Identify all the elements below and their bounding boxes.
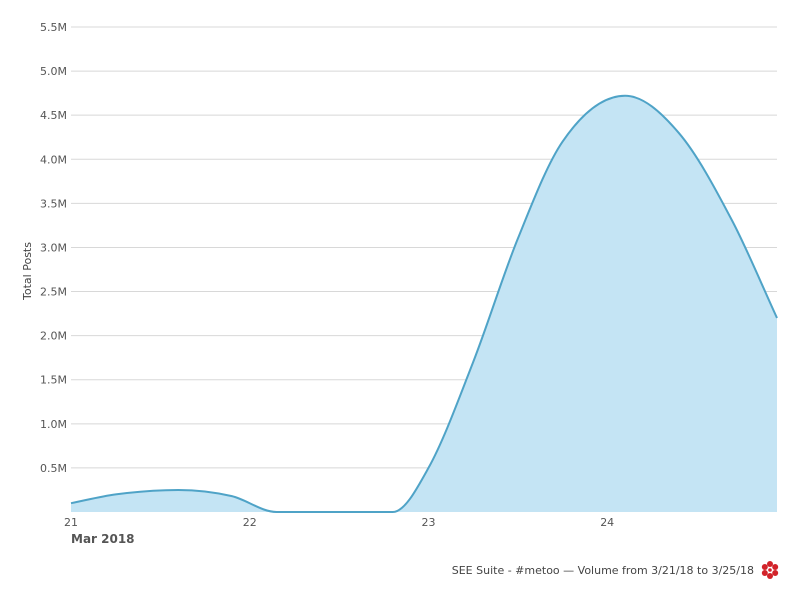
y-axis-title: Total Posts	[21, 242, 34, 301]
y-axis: 0.5M 1.0M 1.5M 2.0M 2.5M 3.0M 3.5M 4.0M 4.5M 5.0M…	[40, 21, 67, 475]
y-tick-label: 5.5M	[40, 21, 67, 34]
chart-footer: SEE Suite - #metoo — Volume from 3/21/18…	[452, 560, 780, 580]
y-tick-label: 5.0M	[40, 65, 67, 78]
footer-text: SEE Suite - #metoo — Volume from 3/21/18…	[451, 563, 754, 577]
x-tick-label: 23	[421, 516, 435, 529]
grid-lines	[71, 26, 777, 469]
y-tick-label: 2.5M	[40, 286, 67, 299]
x-tick-label: 24	[600, 516, 614, 529]
y-tick-label: 4.0M	[40, 153, 67, 166]
y-tick-label: 3.0M	[40, 241, 67, 254]
series-area	[71, 95, 777, 513]
chart-plot	[70, 94, 778, 513]
y-tick-label: 0.5M	[40, 462, 67, 475]
y-tick-label: 1.5M	[40, 374, 67, 387]
y-tick-label: 1.0M	[40, 418, 67, 431]
x-axis: 21 22 23 24	[64, 516, 614, 529]
y-tick-label: 3.5M	[40, 197, 67, 210]
x-tick-label: 21	[64, 516, 78, 529]
series-line	[70, 94, 778, 513]
x-tick-label: 22	[243, 516, 257, 529]
flower-logo-icon	[761, 561, 779, 579]
y-tick-label: 2.0M	[40, 330, 67, 343]
x-axis-group-label: Mar 2018	[71, 532, 135, 546]
y-tick-label: 4.5M	[40, 109, 67, 122]
